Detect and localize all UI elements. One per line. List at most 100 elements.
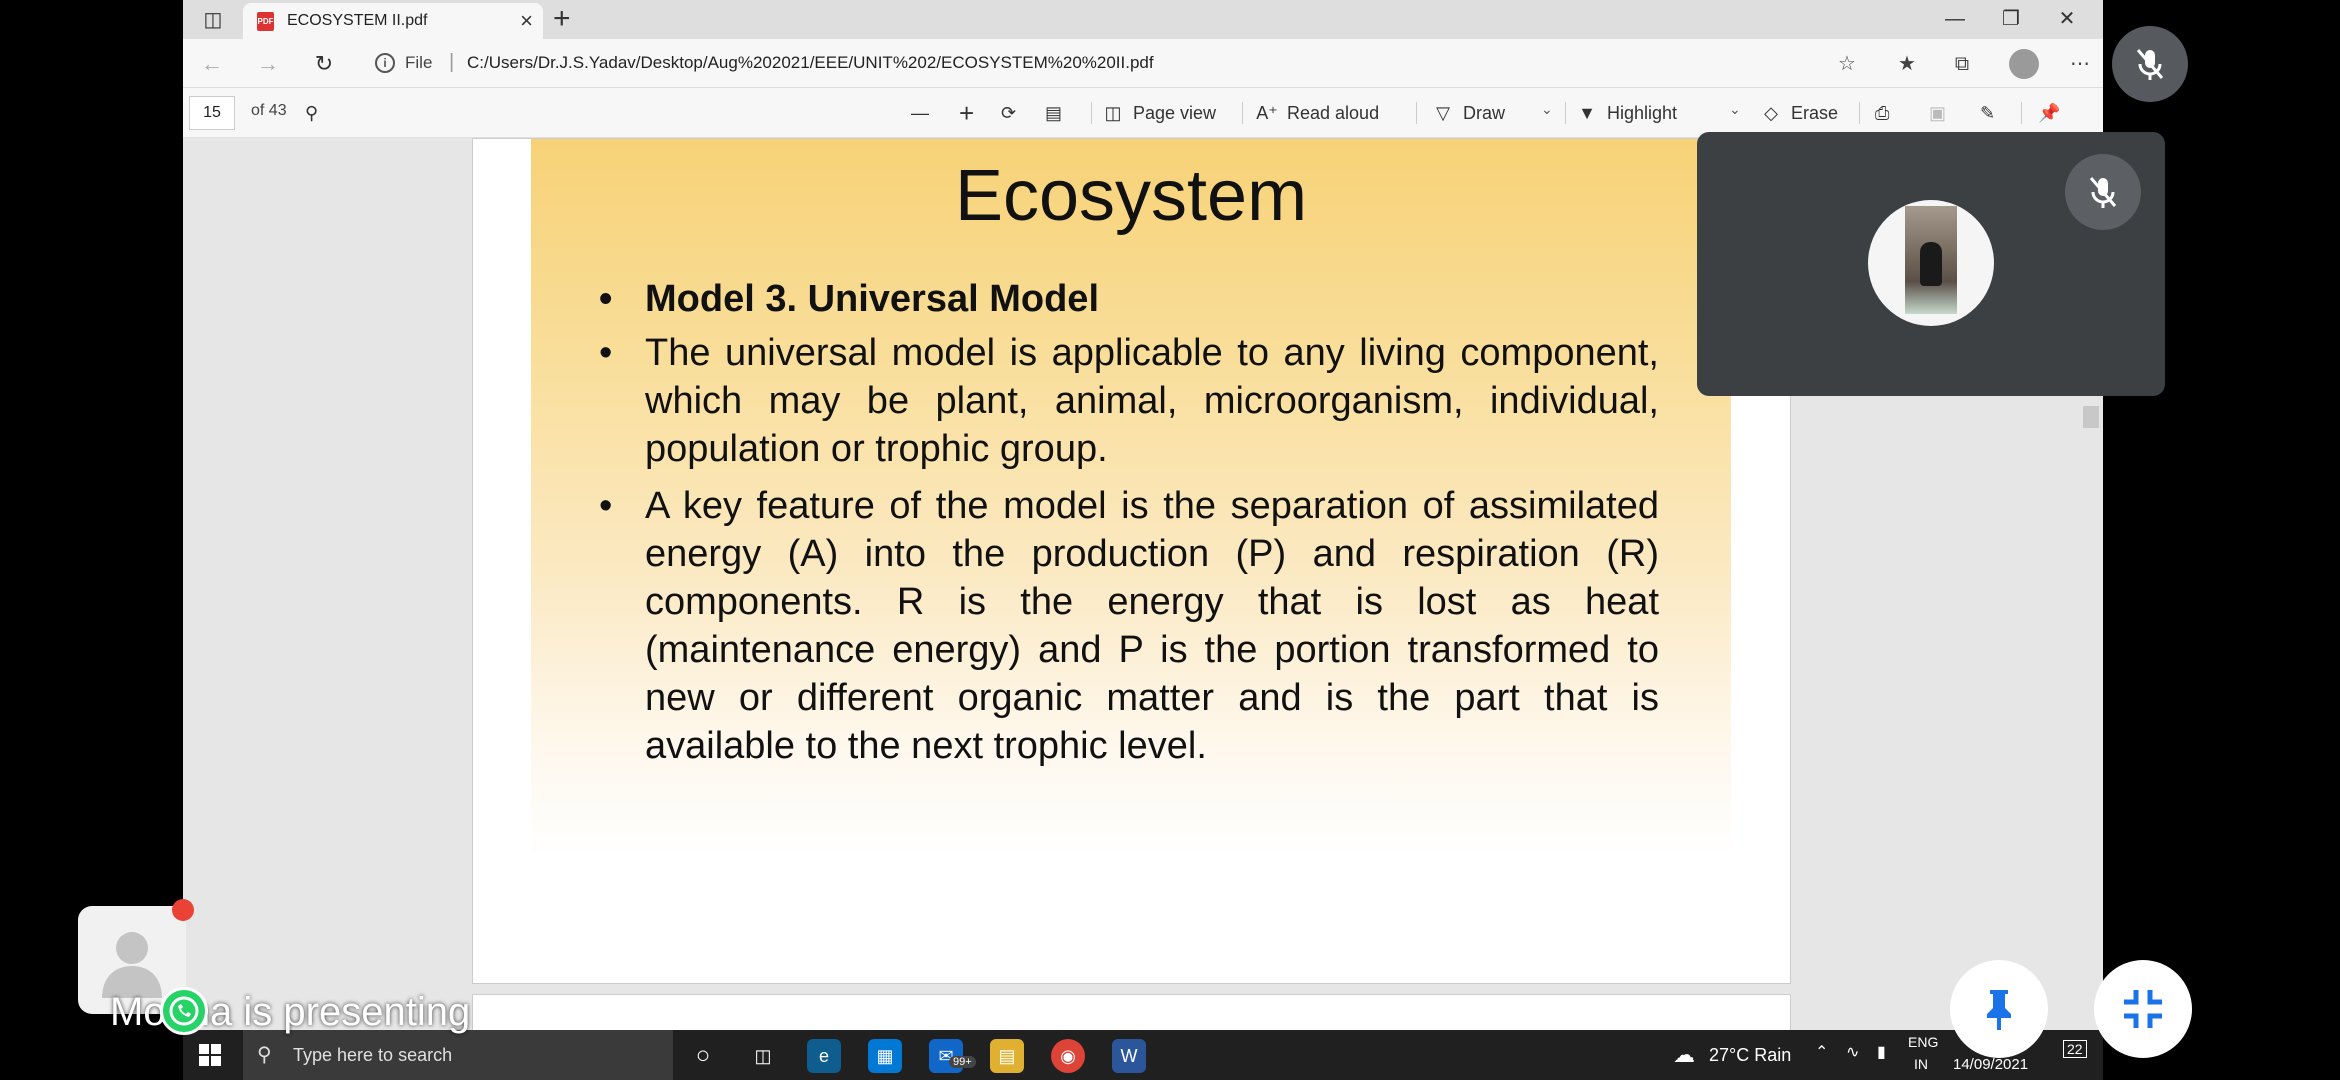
- rotate-icon[interactable]: ⟳: [1001, 103, 1017, 123]
- toolbar-divider: [1091, 102, 1092, 124]
- toolbar-divider: [1416, 102, 1417, 124]
- tab-title: ECOSYSTEM II.pdf: [287, 12, 428, 29]
- new-tab-button[interactable]: +: [553, 2, 571, 35]
- profile-avatar[interactable]: [2009, 49, 2039, 79]
- chrome-icon[interactable]: ◉: [1051, 1039, 1085, 1073]
- draw-label: Draw: [1463, 103, 1506, 123]
- favorites-icon[interactable]: ★: [1898, 53, 1916, 75]
- start-windows-icon[interactable]: [199, 1044, 221, 1066]
- task-view-icon[interactable]: ◫: [754, 1046, 772, 1066]
- file-explorer-icon[interactable]: ▤: [990, 1039, 1024, 1073]
- print-icon[interactable]: ⎙: [1875, 103, 1890, 123]
- taskbar-search-placeholder: Type here to search: [293, 1045, 453, 1065]
- notifications-badge[interactable]: 22: [2063, 1040, 2087, 1058]
- date-text[interactable]: 14/09/2021: [1953, 1056, 2029, 1073]
- draw-chevron-down-icon[interactable]: ⌄: [1541, 101, 1553, 117]
- highlight-chevron-down-icon[interactable]: ⌄: [1729, 101, 1741, 117]
- save-as-icon[interactable]: ✎: [1980, 103, 1996, 123]
- tray-chevron-up-icon[interactable]: ⌃: [1815, 1044, 1829, 1061]
- read-aloud-label: Read aloud: [1287, 103, 1380, 123]
- eraser-icon: ◇: [1764, 103, 1778, 123]
- page-view-label: Page view: [1133, 103, 1217, 123]
- battery-icon[interactable]: ▮: [1877, 1044, 1886, 1061]
- tab-ecosystem-pdf[interactable]: PDF ECOSYSTEM II.pdf ×: [243, 3, 543, 39]
- toolbar-divider: [2021, 102, 2022, 124]
- zoom-out-button[interactable]: —: [911, 103, 929, 123]
- pin-button[interactable]: [1950, 960, 2048, 1058]
- forward-button[interactable]: →: [257, 51, 279, 76]
- word-icon[interactable]: W: [1112, 1039, 1146, 1073]
- info-icon[interactable]: i: [375, 53, 395, 73]
- slide-bullet-list: Model 3. Universal Model The universal m…: [599, 275, 1659, 779]
- cortana-icon[interactable]: ○: [695, 1042, 711, 1069]
- read-aloud-icon: A⁺: [1256, 103, 1278, 123]
- address-bar: ← → ↻ i File | C:/Users/Dr.J.S.Yadav/Des…: [183, 39, 2103, 88]
- search-icon[interactable]: ⚲: [305, 103, 319, 123]
- participant-tile[interactable]: [1697, 132, 2165, 396]
- collapse-icon: [2124, 990, 2162, 1028]
- back-button[interactable]: ←: [201, 51, 223, 76]
- add-favorite-icon[interactable]: ☆: [1838, 53, 1856, 75]
- person-placeholder-icon: [102, 932, 162, 998]
- pdf-toolbar: 15 of 43 ⚲ — + ⟳ ▤ ◫ Page view A⁺ Read alo…: [183, 88, 2103, 138]
- refresh-button[interactable]: ↻: [314, 51, 334, 76]
- avatar-person: [1920, 242, 1942, 286]
- highlight-button[interactable]: ▼ Highlight: [1575, 100, 1677, 126]
- more-options-icon[interactable]: ⋯: [2070, 53, 2090, 75]
- taskbar-search[interactable]: ⚲ Type here to search: [243, 1030, 673, 1080]
- zoom-in-button[interactable]: +: [959, 98, 975, 128]
- toolbar-divider: [1859, 102, 1860, 124]
- page-view-button[interactable]: ◫ Page view: [1101, 100, 1216, 126]
- url-field[interactable]: i File | C:/Users/Dr.J.S.Yadav/Desktop/A…: [363, 45, 1843, 81]
- vertical-scrollbar-thumb[interactable]: [2083, 406, 2099, 428]
- bullet-item: A key feature of the model is the separa…: [599, 482, 1659, 770]
- draw-button[interactable]: ▽ Draw: [1431, 100, 1505, 126]
- toolbar-divider: [1242, 102, 1243, 124]
- mic-off-icon: [2089, 177, 2117, 208]
- page-number-input[interactable]: 15: [189, 96, 235, 130]
- collections-icon[interactable]: ⧉: [1954, 53, 1970, 75]
- erase-button[interactable]: ◇ Erase: [1759, 100, 1838, 126]
- windows-taskbar: ⚲ Type here to search ○ ◫ e ▦ ✉ 99+ ▤ ◉ …: [183, 1030, 2103, 1080]
- exit-fullscreen-button[interactable]: [2094, 960, 2192, 1058]
- url-scheme-label: File: [405, 53, 433, 72]
- whatsapp-icon[interactable]: [160, 987, 208, 1035]
- pdf-page: Ecosystem Model 3. Universal Model The u…: [472, 138, 1791, 984]
- url-separator: |: [449, 51, 455, 73]
- draw-icon: ▽: [1436, 103, 1450, 123]
- maximize-button[interactable]: ❐: [2002, 8, 2020, 30]
- minimize-button[interactable]: —: [1945, 8, 1965, 30]
- bullet-heading: Model 3. Universal Model: [599, 275, 1659, 323]
- phone-icon: [169, 996, 199, 1026]
- erase-label: Erase: [1791, 103, 1839, 123]
- highlight-icon: ▼: [1578, 103, 1596, 123]
- bullet-item: The universal model is applicable to any…: [599, 329, 1659, 473]
- fit-page-icon[interactable]: ▤: [1045, 103, 1063, 123]
- save-icon[interactable]: ▣: [1929, 103, 1947, 123]
- pin-icon: [1987, 990, 2011, 1030]
- browser-tab-strip: ◫ PDF ECOSYSTEM II.pdf × + — ❐ ✕: [183, 0, 2103, 39]
- store-icon[interactable]: ▦: [868, 1039, 902, 1073]
- pdf-next-page: [472, 994, 1791, 1030]
- pin-toolbar-icon[interactable]: 📌: [2038, 103, 2061, 123]
- language-code[interactable]: ENG: [1908, 1034, 1939, 1050]
- url-text[interactable]: C:/Users/Dr.J.S.Yadav/Desktop/Aug%202021…: [467, 53, 1154, 72]
- close-window-button[interactable]: ✕: [2058, 8, 2076, 30]
- participant-avatar: [1868, 200, 1994, 326]
- weather-text[interactable]: 27°C Rain: [1709, 1045, 1792, 1065]
- search-icon: ⚲: [257, 1044, 272, 1066]
- slide: Ecosystem Model 3. Universal Model The u…: [531, 139, 1731, 859]
- pdf-file-icon: PDF: [257, 12, 274, 31]
- weather-icon[interactable]: ☁: [1673, 1042, 1695, 1067]
- toolbar-divider: [1565, 102, 1566, 124]
- edge-browser-icon[interactable]: e: [807, 1039, 841, 1073]
- close-tab-icon[interactable]: ×: [520, 8, 533, 33]
- highlight-label: Highlight: [1607, 103, 1678, 123]
- wifi-icon[interactable]: ∿: [1846, 1044, 1860, 1061]
- mic-off-icon: [2136, 49, 2164, 80]
- tab-actions-icon[interactable]: ◫: [203, 9, 223, 31]
- page-view-icon: ◫: [1104, 103, 1122, 123]
- read-aloud-button[interactable]: A⁺ Read aloud: [1255, 100, 1379, 126]
- region-code[interactable]: IN: [1914, 1056, 1928, 1072]
